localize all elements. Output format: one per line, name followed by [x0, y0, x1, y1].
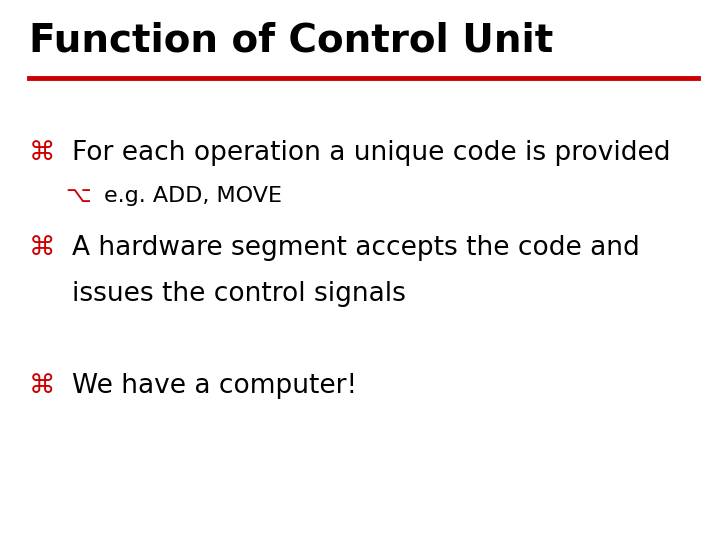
Text: A hardware segment accepts the code and: A hardware segment accepts the code and	[72, 235, 640, 261]
Text: issues the control signals: issues the control signals	[72, 281, 406, 307]
Text: ⌘: ⌘	[29, 235, 55, 261]
Text: ⌘: ⌘	[29, 140, 55, 166]
Text: For each operation a unique code is provided: For each operation a unique code is prov…	[72, 140, 670, 166]
Text: ⌘: ⌘	[29, 373, 55, 399]
Text: We have a computer!: We have a computer!	[72, 373, 357, 399]
Text: Function of Control Unit: Function of Control Unit	[29, 22, 553, 59]
Text: ⌥: ⌥	[65, 186, 91, 206]
Text: e.g. ADD, MOVE: e.g. ADD, MOVE	[104, 186, 282, 206]
